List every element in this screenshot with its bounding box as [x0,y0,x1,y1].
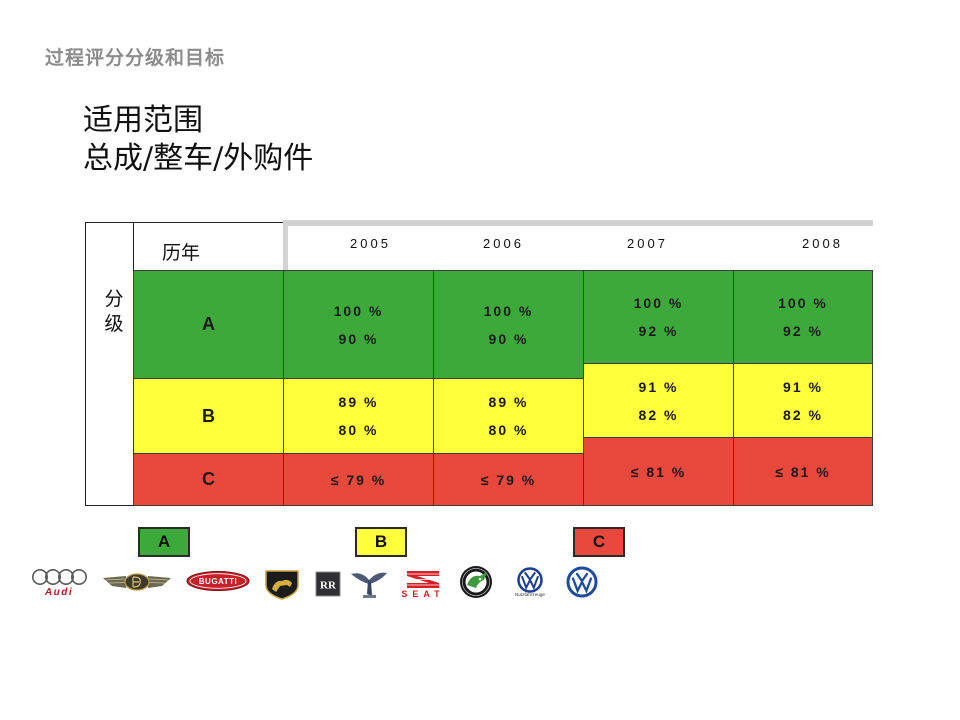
threshold-max: ≤ 81 % [630,463,687,480]
year-header-2008: 2008 [802,236,843,251]
grade-threshold-table: 分级 历年 2005 2006 2007 2008 A B C 100 % 90… [85,220,873,506]
cell-2008-grade-b: 91 % 82 % [733,363,873,438]
threshold-upper: 89 % [488,394,529,410]
scope-block: 适用范围 总成/整车/外购件 [83,102,313,178]
year-header-2007: 2007 [627,236,668,251]
grade-b-label: B [202,405,215,426]
cell-2008-grade-c: ≤ 81 % [733,437,873,506]
audi-logo-lettering: Audi [44,587,73,598]
grade-a-row-header: A [133,270,284,379]
threshold-upper: 89 % [338,394,379,410]
grade-a-label: A [202,314,215,334]
cell-2005-grade-c: ≤ 79 % [283,453,434,506]
bentley-logo-icon [103,573,171,591]
bugatti-logo-lettering: BUGATTI [199,577,237,586]
threshold-lower: 80 % [488,422,529,438]
spirit-of-ecstasy-logo-icon [351,572,387,598]
scope-heading: 适用范围 [83,103,203,138]
grade-axis-label: 分级 [104,288,124,335]
threshold-max: ≤ 81 % [775,463,831,480]
year-axis-label: 历年 [162,242,201,264]
cell-2005-grade-b: 89 % 80 % [283,378,434,454]
year-header-row: 2005 2006 2007 2008 [283,220,873,270]
cell-2007-grade-a: 100 % 92 % [583,270,734,364]
rolls-royce-logo-lettering: RR [320,580,337,592]
threshold-upper: 100 % [333,302,384,319]
grade-c-label: C [202,469,215,489]
scope-subheading: 总成/整车/外购件 [83,141,314,176]
vw-logo-icon [566,566,598,598]
slide-title: 过程评分分级和目标 [45,47,226,69]
threshold-lower: 90 % [488,330,529,347]
threshold-max: ≤ 79 % [330,471,387,488]
year-header-2005: 2005 [350,236,391,251]
vw-commercial-logo-lettering: Nutzfahrzeuge [515,592,545,597]
lamborghini-logo-icon [265,570,299,600]
cell-2007-grade-c: ≤ 81 % [583,437,734,506]
rolls-royce-monogram-logo-icon: RR [315,571,341,597]
seat-logo-icon: SEAT [401,571,444,599]
cell-2006-grade-a: 100 % 90 % [433,270,584,379]
legend-grade-b: B [355,527,407,557]
threshold-lower: 90 % [338,330,379,347]
brand-logo-strip: Audi BUGATTI RR SEAT [31,566,598,600]
legend-grade-c: C [573,527,625,557]
threshold-max: ≤ 79 % [480,471,537,488]
threshold-lower: 80 % [338,422,379,438]
threshold-upper: 91 % [783,378,823,395]
threshold-lower: 92 % [638,323,679,339]
legend-grade-a: A [138,527,190,557]
cell-2006-grade-c: ≤ 79 % [433,453,584,506]
skoda-logo-icon [460,566,492,598]
cell-2008-grade-a: 100 % 92 % [733,270,873,364]
threshold-lower: 82 % [638,406,679,423]
threshold-upper: 100 % [483,302,534,319]
bugatti-logo-icon: BUGATTI [186,571,250,591]
cell-2005-grade-a: 100 % 90 % [283,270,434,379]
cell-2007-grade-b: 91 % 82 % [583,363,734,438]
threshold-upper: 91 % [638,378,679,395]
threshold-upper: 100 % [633,295,684,311]
cell-2006-grade-b: 89 % 80 % [433,378,584,454]
threshold-upper: 100 % [778,295,828,311]
threshold-lower: 82 % [783,406,823,423]
grade-b-row-header: B [133,378,284,454]
grade-c-row-header: C [133,453,284,506]
vw-commercial-vehicles-logo-icon: Nutzfahrzeuge [515,567,545,597]
threshold-lower: 92 % [783,323,823,339]
grade-axis-cell: 分级 [85,222,134,506]
year-header-2006: 2006 [483,236,524,251]
seat-logo-lettering: SEAT [401,589,444,599]
year-axis-cell: 历年 [133,222,284,271]
audi-logo-icon: Audi [31,569,88,598]
